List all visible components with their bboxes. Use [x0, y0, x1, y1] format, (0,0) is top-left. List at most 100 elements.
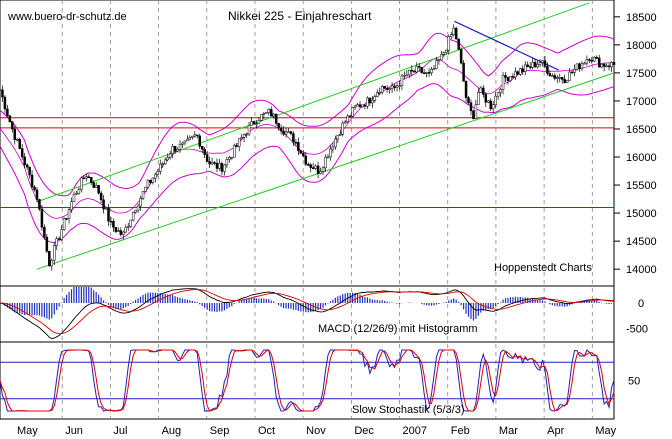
candle-body	[376, 92, 379, 97]
candle-body	[546, 66, 549, 74]
candle-body	[568, 71, 571, 81]
candle-body	[13, 128, 17, 140]
candle-body	[67, 209, 71, 219]
candle-body	[262, 113, 266, 115]
x-tick-label: Mar	[499, 425, 518, 437]
candle-body	[408, 69, 411, 76]
candle-body	[225, 159, 229, 166]
candle-body	[597, 57, 601, 68]
candle-body	[398, 85, 401, 87]
upper-envelope	[0, 32, 615, 197]
candle-body	[504, 75, 507, 78]
candle-body	[136, 205, 140, 211]
candle-body	[472, 110, 475, 119]
y-tick-label: 14500	[626, 236, 657, 248]
x-tick-label: Aug	[162, 425, 182, 437]
candle-body	[585, 59, 589, 64]
candle-body	[171, 146, 174, 155]
candle-body	[474, 104, 478, 119]
candle-body	[306, 164, 310, 166]
candle-body	[156, 171, 160, 175]
candle-body	[245, 133, 248, 136]
candle-body	[319, 171, 322, 174]
candle-body	[413, 70, 416, 73]
candle-body	[99, 192, 103, 201]
candle-body	[129, 219, 132, 227]
candle-body	[23, 156, 26, 166]
candle-body	[390, 85, 394, 89]
candle-body	[509, 76, 512, 81]
candle-body	[223, 164, 226, 172]
candle-body	[89, 177, 93, 183]
candle-body	[109, 220, 113, 223]
candle-body	[447, 36, 451, 51]
x-tick-label: Nov	[306, 425, 326, 437]
candle-body	[178, 144, 182, 150]
candle-body	[403, 74, 406, 77]
candle-body	[373, 96, 377, 101]
x-tick-label: Oct	[258, 425, 275, 437]
y-tick-label: 14000	[626, 264, 657, 276]
candle-body	[454, 27, 458, 40]
candle-body	[378, 91, 381, 94]
candle-body	[112, 221, 115, 228]
candle-body	[104, 207, 108, 210]
candle-body	[363, 104, 367, 107]
candle-body	[87, 176, 91, 178]
candle-body	[274, 113, 278, 124]
candle-body	[240, 137, 243, 139]
candle-body	[168, 153, 172, 158]
candle-body	[612, 62, 616, 65]
candle-body	[282, 130, 285, 135]
candle-body	[257, 120, 261, 124]
candle-body	[6, 108, 9, 116]
chart-title: Nikkei 225 - Einjahreschart	[228, 9, 372, 23]
candle-body	[430, 68, 433, 74]
candle-body	[501, 75, 505, 90]
candle-body	[578, 63, 581, 69]
candle-body	[20, 148, 24, 158]
candle-body	[351, 107, 354, 117]
candle-body	[188, 137, 192, 140]
candle-body	[484, 94, 488, 103]
candle-body	[356, 104, 359, 107]
candle-body	[294, 141, 298, 144]
candle-body	[309, 164, 312, 168]
candle-body	[119, 230, 123, 235]
lower-envelope	[0, 83, 615, 244]
candle-body	[33, 186, 36, 191]
candle-body	[482, 87, 485, 95]
candle-body	[230, 156, 234, 159]
candle-body	[570, 71, 574, 74]
candle-body	[52, 245, 56, 261]
candle-body	[55, 238, 58, 246]
candle-body	[400, 75, 404, 86]
candle-body	[445, 49, 448, 53]
y-tick-label: 16000	[626, 152, 657, 164]
candle-body	[94, 185, 98, 188]
candle-body	[75, 192, 78, 195]
candle-body	[548, 73, 552, 76]
candle-body	[247, 124, 251, 135]
candle-body	[457, 38, 460, 50]
candle-body	[154, 173, 157, 179]
candle-body	[590, 60, 594, 62]
candle-body	[272, 113, 275, 117]
candle-body	[425, 72, 428, 74]
candle-body	[117, 230, 120, 232]
candle-body	[602, 63, 606, 67]
candle-body	[533, 61, 537, 68]
candle-body	[368, 97, 372, 104]
candle-body	[353, 105, 357, 108]
candle-body	[341, 122, 345, 135]
x-tick-label: 2007	[403, 425, 427, 437]
y-tick-label: 18500	[626, 12, 657, 24]
candle-body	[220, 163, 224, 172]
macd-plot	[0, 287, 615, 339]
candle-body	[191, 135, 194, 138]
y-tick-label: 18000	[626, 40, 657, 52]
candle-body	[77, 189, 81, 194]
candle-body	[215, 162, 219, 169]
x-tick-label: May	[17, 425, 38, 437]
